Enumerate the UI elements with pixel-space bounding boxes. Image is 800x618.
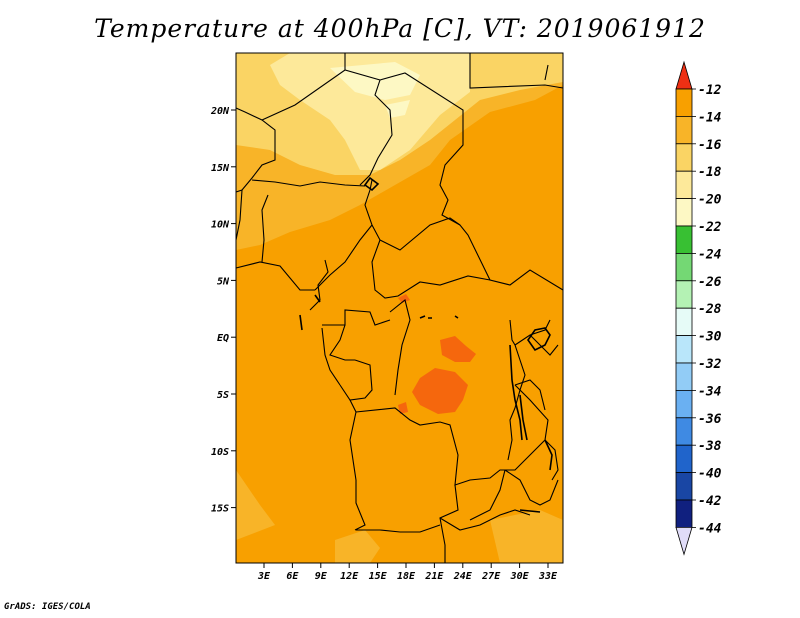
colorbar-label: -36 [698,412,722,427]
lon-label: 12E [340,571,359,582]
lat-label: 15N [211,163,230,174]
colorbar-top-arrow [675,60,693,90]
colorbar-swatch [675,307,693,337]
lat-label: EQ [217,333,229,344]
colorbar-swatch [675,389,693,419]
colorbar-label: -40 [698,467,722,482]
colorbar-label: -44 [698,521,722,536]
colorbar-label: -22 [698,220,722,235]
colorbar-swatch [675,116,693,145]
colorbar-swatch [675,472,693,501]
lon-label: 21E [424,571,444,582]
colorbar-label: -42 [698,494,722,509]
colorbar-swatch [675,143,693,172]
colorbar-swatch [675,335,693,364]
lakes-coast-detail [299,176,553,513]
lat-label: 5N [217,276,230,287]
colorbar-swatch [675,280,693,309]
map-title: Temperature at 400hPa [C], VT: 201906191… [94,14,706,43]
colorbar-label: -20 [698,193,722,208]
lon-label: 18E [397,571,416,582]
temperature-field [236,53,563,563]
lat-label: 10N [211,220,230,231]
colorbar-swatch [675,417,693,446]
map-frame [235,52,564,564]
colorbar-label: -26 [698,275,722,290]
country-boundaries [235,53,564,563]
lat-label: 5S [217,390,229,401]
lon-label: 9E [315,571,328,582]
lon-label: 3E [257,571,271,582]
colorbar-swatch [675,444,693,474]
colorbar-swatch [675,225,693,254]
colorbar-label: -18 [698,165,722,180]
lon-label: 27E [481,571,501,582]
lat-label: 15S [211,504,229,515]
lon-label: 6E [286,571,299,582]
colorbar-swatch [675,252,693,282]
colorbar-label: -16 [698,138,722,153]
lon-label: 15E [369,571,388,582]
colorbar-bottom-arrow [675,527,693,556]
colorbar-label: -34 [698,384,722,399]
longitude-axis: 3E 6E 9E 12E 15E 18E 21E 24E 27E 30E 33E [257,563,558,582]
colorbar-label: -38 [698,439,722,454]
lon-label: 33E [538,571,558,582]
colorbar-swatch [675,88,693,117]
colorbar-label: -28 [698,302,722,317]
latitude-axis: 20N 15N 10N 5N EQ 5S 10S 15S [210,106,236,515]
colorbar-label: -12 [698,83,722,98]
colorbar-label: -24 [698,247,722,262]
grads-credit: GrADS: IGES/COLA [4,602,91,612]
lon-label: 24E [453,571,473,582]
colorbar-swatch [675,198,693,227]
colorbar-label: -14 [698,110,722,125]
colorbar-swatch [675,170,693,199]
lat-label: 20N [210,106,230,117]
lon-label: 30E [510,571,530,582]
colorbar-label: -32 [698,357,722,372]
colorbar-label: -30 [698,330,722,345]
lat-label: 10S [211,447,229,458]
colorbar-swatch [675,362,693,391]
colorbar: -12 -14 -16 -18 -20 -22 -24 -26 -28 -30 -32 -34 -36 -… [675,60,722,556]
colorbar-swatch [675,499,693,528]
